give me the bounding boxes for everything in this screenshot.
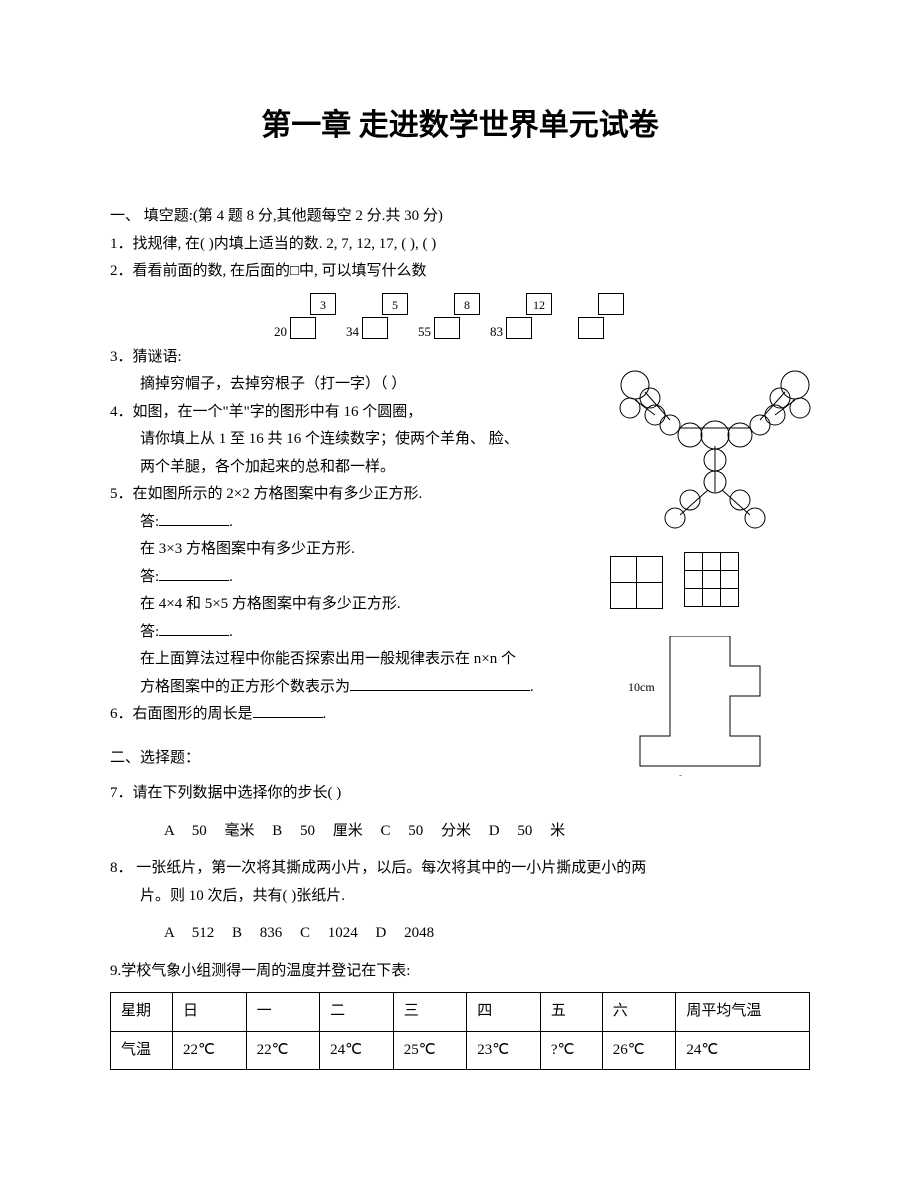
q2-box-top: 5: [382, 293, 408, 315]
q8-stem2: 片。则 10 次后，共有( )张纸片.: [110, 884, 810, 910]
q2-boxes: 3 20 5 34 8 55 12 83: [290, 293, 810, 341]
blank-underline: [350, 675, 530, 691]
cell: 一: [246, 993, 320, 1032]
cell: ?℃: [540, 1031, 602, 1070]
blank-underline: [159, 620, 229, 636]
square-grids: [610, 550, 790, 630]
lshape-label-w: 8cm: [678, 772, 699, 776]
cell: 五: [540, 993, 602, 1032]
q2-box-1: 5 34: [362, 293, 410, 341]
q2-box-bot: [506, 317, 532, 339]
q2-box-bot: [362, 317, 388, 339]
blank-underline: [159, 510, 229, 526]
q2-box-num: 55: [418, 321, 431, 343]
q8-stem: 8． 一张纸片，第一次将其撕成两小片，以后。每次将其中的一小片撕成更小的两: [110, 856, 810, 882]
q5e: 方格图案中的正方形个数表示为: [140, 679, 350, 695]
q7-stem: 7．请在下列数据中选择你的步长( ): [110, 781, 810, 807]
grid-2x2: [610, 556, 663, 609]
q2-box-bot: [578, 317, 604, 339]
blank-underline: [253, 702, 323, 718]
q5-ans-label: 答:: [140, 624, 159, 640]
q2-box-num: 20: [274, 321, 287, 343]
q2-box-bot: [434, 317, 460, 339]
q2-box-4: [578, 293, 626, 341]
cell: 25℃: [393, 1031, 467, 1070]
q9-stem: 9.学校气象小组测得一周的温度并登记在下表:: [110, 959, 810, 985]
q2-box-num: 34: [346, 321, 359, 343]
cell: 22℃: [246, 1031, 320, 1070]
cell: 二: [320, 993, 394, 1032]
cell: 星期: [111, 993, 173, 1032]
cell: 六: [602, 993, 676, 1032]
q6: 6．右面图形的周长是: [110, 706, 253, 722]
section1-heading: 一、 填空题:(第 4 题 8 分,其他题每空 2 分.共 30 分): [110, 204, 810, 230]
page-title: 第一章 走进数学世界单元试卷: [110, 100, 810, 144]
sheep-figure: [600, 360, 830, 540]
cell: 24℃: [320, 1031, 394, 1070]
cell: 四: [467, 993, 541, 1032]
q2-box-3: 12 83: [506, 293, 554, 341]
lshape-label-h: 10cm: [628, 680, 655, 694]
l-shape-figure: 10cm 8cm: [610, 636, 810, 776]
q7-choices: A 50 毫米 B 50 厘米 C 50 分米 D 50 米: [110, 819, 810, 845]
cell: 三: [393, 993, 467, 1032]
q5-ans-label: 答:: [140, 569, 159, 585]
cell: 23℃: [467, 1031, 541, 1070]
q2-box-bot: [290, 317, 316, 339]
cell: 22℃: [173, 1031, 247, 1070]
q9-table: 星期 日 一 二 三 四 五 六 周平均气温 气温 22℃ 22℃ 24℃ 25…: [110, 992, 810, 1070]
q2-box-2: 8 55: [434, 293, 482, 341]
q2-box-top: 3: [310, 293, 336, 315]
q2-box-top: 8: [454, 293, 480, 315]
q2-box-num: 83: [490, 321, 503, 343]
grid-3x3: [684, 552, 739, 607]
blank-underline: [159, 565, 229, 581]
table-row: 星期 日 一 二 三 四 五 六 周平均气温: [111, 993, 810, 1032]
cell: 日: [173, 993, 247, 1032]
cell: 周平均气温: [676, 993, 810, 1032]
cell: 26℃: [602, 1031, 676, 1070]
q2-box-top: 12: [526, 293, 552, 315]
q2-box-0: 3 20: [290, 293, 338, 341]
q2-stem: 2．看看前面的数, 在后面的□中, 可以填写什么数: [110, 259, 810, 285]
table-row: 气温 22℃ 22℃ 24℃ 25℃ 23℃ ?℃ 26℃ 24℃: [111, 1031, 810, 1070]
q2-box-top: [598, 293, 624, 315]
cell: 24℃: [676, 1031, 810, 1070]
cell: 气温: [111, 1031, 173, 1070]
q1: 1．找规律, 在( )内填上适当的数. 2, 7, 12, 17, ( ), (…: [110, 232, 810, 258]
q8-choices: A 512 B 836 C 1024 D 2048: [110, 921, 810, 947]
q5-ans-label: 答:: [140, 514, 159, 530]
